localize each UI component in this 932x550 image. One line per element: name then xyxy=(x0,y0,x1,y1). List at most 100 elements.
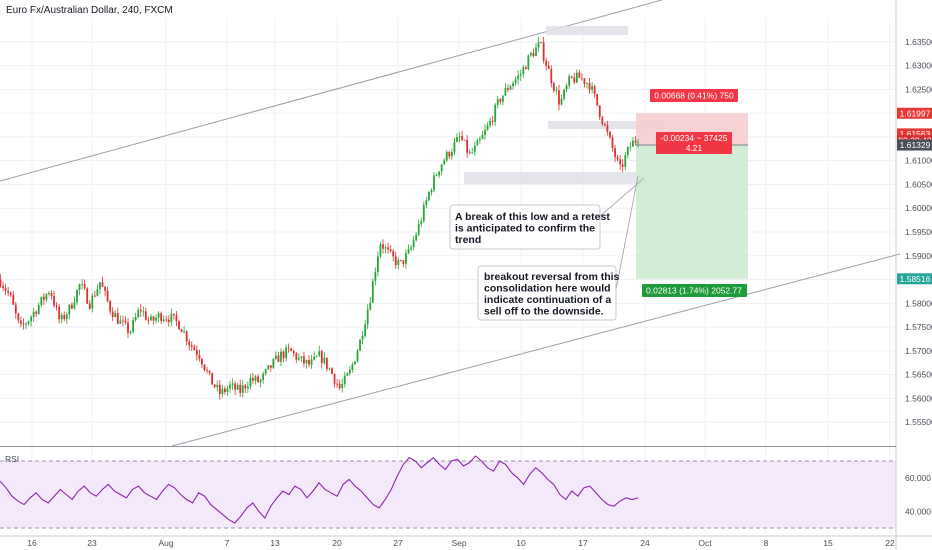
candle-body xyxy=(9,292,12,295)
candle-body xyxy=(224,388,226,392)
candle-body xyxy=(535,47,537,57)
candle-body xyxy=(63,314,66,320)
candle-body xyxy=(552,83,555,91)
candle-body xyxy=(412,240,415,248)
candle-body xyxy=(101,282,104,287)
price-badge xyxy=(897,128,932,140)
candle-body xyxy=(486,125,489,130)
candle-body xyxy=(547,65,550,69)
candle-body xyxy=(420,221,423,224)
price-badge-label: 1.61329 xyxy=(900,140,931,150)
candle-body xyxy=(586,83,588,84)
price-badge-label: 1.61563 xyxy=(900,129,931,139)
annotation-2-line: consolidation here would xyxy=(484,283,611,295)
date-tick-label: 8 xyxy=(764,538,769,548)
candle-body xyxy=(384,247,387,249)
candle-body xyxy=(229,384,231,389)
candle-body xyxy=(532,53,535,57)
profit-zone xyxy=(636,145,748,279)
candle-body xyxy=(142,311,145,313)
candle-body xyxy=(341,383,344,389)
candle-body xyxy=(530,53,532,56)
candle-body xyxy=(119,320,122,324)
date-tick-label: Sep xyxy=(451,538,466,548)
candle-body xyxy=(58,306,61,320)
candle-body xyxy=(53,295,55,306)
candle-body xyxy=(399,260,402,261)
target-badge xyxy=(642,284,747,297)
candle-body xyxy=(346,373,349,376)
annotation-1-line: trend xyxy=(455,234,481,246)
candle-body xyxy=(14,304,17,314)
annotation-1-line: is anticipated to confirm the xyxy=(455,223,595,235)
candle-body xyxy=(504,87,507,96)
candle-body xyxy=(583,78,586,84)
candle-body xyxy=(524,67,527,70)
candle-body xyxy=(137,309,140,318)
candle-body xyxy=(193,346,196,351)
price-badge xyxy=(897,107,932,119)
resistance-zone xyxy=(546,26,628,35)
candle-body xyxy=(499,99,502,102)
candle-body xyxy=(433,175,435,191)
candle-body xyxy=(132,320,134,332)
candle-body xyxy=(481,134,484,140)
candle-body xyxy=(231,383,234,385)
stop-loss-badge xyxy=(650,89,738,102)
candle-body xyxy=(514,79,517,84)
candle-body xyxy=(35,311,38,314)
candle-body xyxy=(195,350,198,355)
candle-body xyxy=(619,159,622,165)
price-badge-label: 1.61997 xyxy=(900,108,931,118)
candle-body xyxy=(45,294,48,300)
date-tick-label: 23 xyxy=(87,538,97,548)
candle-body xyxy=(438,171,440,176)
support-zone xyxy=(464,172,646,184)
candle-body xyxy=(430,190,433,193)
candle-body xyxy=(277,355,280,362)
stop-loss-label: 0.00668 (0.41%) 750 xyxy=(654,91,734,101)
candle-body xyxy=(440,164,443,172)
candle-body xyxy=(292,350,295,354)
candle-body xyxy=(573,77,576,83)
candle-body xyxy=(473,145,476,153)
candle-body xyxy=(188,341,191,346)
candle-body xyxy=(249,377,252,387)
candle-body xyxy=(621,164,624,167)
candle-body xyxy=(489,120,491,126)
candle-body xyxy=(609,131,611,138)
candle-body xyxy=(463,139,466,141)
candle-body xyxy=(392,251,395,257)
candle-body xyxy=(313,356,316,360)
rsi-band xyxy=(0,461,896,528)
candle-body xyxy=(629,146,632,148)
candle-body xyxy=(76,289,78,303)
candle-body xyxy=(356,350,359,362)
date-tick-label: 27 xyxy=(393,538,403,548)
candle-body xyxy=(369,302,372,310)
candle-body xyxy=(496,99,499,105)
candle-body xyxy=(2,286,4,288)
candle-body xyxy=(537,42,540,48)
candle-body xyxy=(387,247,389,250)
callout-pointer xyxy=(613,175,639,301)
price-tick-label: 1.61000 xyxy=(905,156,932,166)
candle-body xyxy=(405,253,407,264)
candle-body xyxy=(93,295,96,297)
candle-body xyxy=(377,256,379,272)
candle-body xyxy=(606,125,609,132)
price-tick-label: 1.56500 xyxy=(905,370,932,380)
candle-body xyxy=(20,320,22,324)
candle-body xyxy=(303,356,305,364)
candle-body xyxy=(410,247,412,249)
candle-body xyxy=(109,301,112,312)
candle-body xyxy=(259,379,262,383)
candles xyxy=(0,36,639,400)
candle-body xyxy=(407,248,410,254)
candle-body xyxy=(198,354,201,359)
candle-body xyxy=(456,137,458,142)
chart-title: Euro Fx/Australian Dollar, 240, FXCM xyxy=(6,5,173,16)
candle-body xyxy=(106,290,109,302)
